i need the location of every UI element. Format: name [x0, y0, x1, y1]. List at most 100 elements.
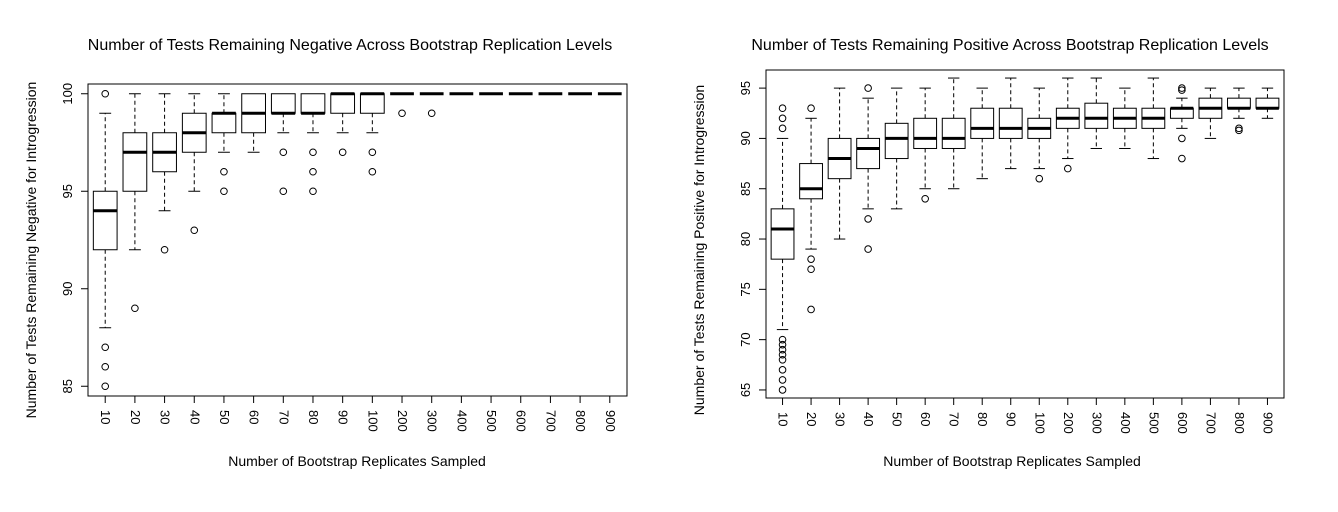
box-iqr [359, 93, 385, 114]
box-iqr [211, 112, 237, 134]
y-tick-label: 95 [738, 81, 753, 95]
outlier-point [220, 187, 228, 196]
outlier-point [778, 335, 787, 344]
outlier-point [101, 382, 110, 391]
y-tick-label: 90 [738, 131, 753, 145]
box-70 [270, 93, 296, 196]
box-500 [1141, 77, 1166, 160]
outlier-point [864, 84, 872, 92]
outlier-point [778, 124, 787, 133]
outlier-point [427, 109, 436, 118]
x-tick-label: 90 [336, 410, 351, 424]
box-iqr [941, 117, 966, 149]
box-10 [770, 104, 795, 394]
y-axis-label: Number of Tests Remaining Negative for I… [23, 82, 39, 419]
box-30 [827, 87, 852, 240]
outlier-point [778, 376, 787, 384]
outlier-point [864, 215, 872, 223]
x-tick-label: 30 [833, 412, 848, 426]
outlier-point [309, 167, 317, 176]
chart-title: Number of Tests Remaining Positive Acros… [751, 37, 1268, 54]
x-tick-label: 400 [1118, 412, 1133, 434]
outlier-point [309, 187, 317, 196]
outlier-point [190, 226, 199, 235]
x-tick-label: 50 [217, 410, 232, 424]
outlier-point [309, 148, 317, 157]
outlier-point [1178, 84, 1186, 92]
x-tick-label: 80 [975, 412, 990, 426]
x-tick-label: 500 [484, 410, 499, 432]
y-tick-label: 100 [60, 83, 75, 105]
box-40 [181, 93, 207, 235]
box-700 [1198, 87, 1223, 139]
chart-title: Number of Tests Remaining Negative Acros… [88, 37, 612, 54]
box-300 [1084, 77, 1109, 149]
outlier-point [101, 362, 110, 371]
x-tick-label: 30 [158, 410, 173, 424]
x-tick-label: 500 [1146, 412, 1161, 434]
outlier-point [1063, 164, 1072, 173]
x-tick-label: 40 [187, 410, 202, 424]
y-tick-label: 85 [738, 181, 753, 195]
outlier-point [1235, 124, 1243, 133]
outlier-point [778, 104, 787, 113]
outlier-point [338, 148, 347, 157]
outlier-point [1178, 154, 1186, 163]
x-tick-label: 400 [454, 410, 469, 432]
box-200 [390, 92, 414, 118]
box-iqr [770, 208, 795, 260]
x-tick-label: 10 [98, 410, 113, 424]
box-iqr [799, 163, 823, 200]
outlier-point [921, 194, 929, 203]
x-tick-label: 90 [1004, 412, 1019, 426]
box-iqr [122, 132, 148, 192]
box-iqr [270, 93, 296, 114]
y-tick-label: 85 [60, 379, 75, 393]
negative-tests-boxplot: Number of Tests Remaining Negative Acros… [23, 37, 628, 469]
box-20 [799, 104, 823, 314]
box-iqr [92, 190, 118, 251]
outlier-point [279, 148, 288, 157]
outlier-point [101, 89, 110, 98]
box-iqr [856, 137, 881, 170]
outlier-point [778, 366, 787, 374]
x-tick-label: 800 [1232, 412, 1247, 434]
box-90 [330, 92, 356, 157]
box-20 [122, 93, 148, 313]
outlier-point [778, 355, 787, 364]
outlier-point [1178, 134, 1186, 143]
x-tick-label: 80 [306, 410, 321, 424]
outlier-point [220, 167, 228, 176]
x-tick-label: 20 [128, 410, 143, 424]
outlier-point [778, 114, 787, 123]
outlier-point [778, 386, 787, 394]
box-50 [211, 93, 237, 196]
outlier-point [398, 109, 406, 118]
x-axis-label: Number of Bootstrap Replicates Sampled [883, 453, 1141, 469]
box-60 [241, 93, 266, 153]
outlier-point [807, 265, 815, 274]
x-tick-label: 900 [1260, 412, 1275, 434]
outlier-point [807, 104, 815, 113]
box-iqr [1084, 102, 1109, 129]
x-tick-label: 100 [365, 410, 380, 432]
box-10 [92, 89, 118, 391]
x-tick-label: 200 [395, 410, 410, 432]
box-60 [913, 87, 938, 203]
outlier-point [778, 345, 787, 354]
outlier-point [1235, 126, 1243, 135]
outlier-point [778, 340, 787, 349]
box-800 [1227, 87, 1251, 135]
box-300 [419, 92, 444, 118]
x-tick-label: 300 [425, 410, 440, 432]
box-50 [884, 87, 909, 210]
box-iqr [1255, 97, 1280, 109]
y-axis-label: Number of Tests Remaining Positive for I… [691, 85, 707, 415]
box-80 [970, 87, 995, 180]
outlier-point [368, 167, 377, 176]
x-tick-label: 900 [603, 410, 618, 432]
outlier-point [807, 255, 815, 263]
box-40 [856, 84, 881, 253]
box-iqr [300, 93, 326, 114]
